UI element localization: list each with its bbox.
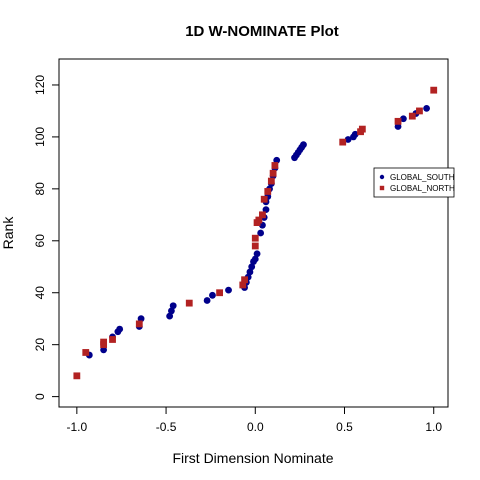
- point-global-north: [251, 242, 259, 250]
- point-global-north: [259, 211, 266, 219]
- point-global-south: [169, 302, 177, 310]
- point-global-north: [239, 281, 247, 289]
- y-axis-label: Rank: [0, 216, 16, 250]
- chart-title: 1D W-NOMINATE Plot: [185, 23, 339, 40]
- point-global-south: [168, 307, 175, 315]
- legend-label-south: GLOBAL_SOUTH: [390, 173, 455, 182]
- point-global-north: [430, 86, 438, 94]
- x-axis: -1.0 -0.5 0.0 0.5 1.0: [67, 406, 442, 434]
- point-global-north: [260, 195, 268, 203]
- y-tick-label: 0: [33, 393, 47, 400]
- point-global-south: [394, 123, 402, 130]
- point-global-south: [251, 255, 259, 263]
- x-tick-label: 1.0: [425, 420, 442, 434]
- point-global-south: [100, 346, 108, 354]
- point-global-south: [166, 312, 174, 320]
- point-global-north: [82, 349, 90, 356]
- point-global-south: [423, 104, 430, 112]
- point-global-south: [137, 315, 145, 323]
- legend-label-north: GLOBAL_NORTH: [390, 184, 455, 193]
- point-global-north: [100, 338, 108, 346]
- legend: GLOBAL_SOUTH GLOBAL_NORTH: [373, 167, 455, 198]
- point-global-north: [339, 138, 347, 146]
- y-tick-label: 20: [33, 338, 47, 352]
- legend-box: [373, 167, 455, 198]
- point-global-north: [416, 107, 423, 115]
- point-global-north: [73, 372, 81, 380]
- point-global-south: [209, 291, 216, 299]
- point-global-south: [253, 250, 261, 258]
- x-tick-label: 0.0: [247, 420, 264, 434]
- point-global-north: [271, 162, 279, 169]
- y-tick-label: 40: [33, 286, 47, 300]
- point-global-south: [351, 130, 359, 138]
- point-global-south: [225, 286, 232, 294]
- point-global-north: [251, 234, 259, 242]
- point-global-south: [344, 136, 352, 143]
- x-axis-label: First Dimension Nominate: [172, 450, 333, 466]
- point-global-north: [358, 125, 366, 133]
- y-tick-label: 100: [33, 127, 47, 147]
- point-global-north: [408, 112, 416, 120]
- point-global-south: [203, 297, 211, 304]
- y-axis: 0 20 40 60 80 100 120: [33, 75, 60, 400]
- point-global-south: [273, 156, 281, 164]
- x-tick-label: 0.5: [336, 420, 353, 434]
- plot-frame: [58, 58, 449, 408]
- y-tick-label: 60: [33, 234, 47, 248]
- x-tick-label: -0.5: [156, 420, 177, 434]
- point-global-north: [135, 320, 143, 328]
- point-global-south: [248, 263, 256, 271]
- data-points: [73, 86, 438, 380]
- point-global-north: [264, 188, 272, 195]
- point-global-north: [216, 289, 223, 297]
- y-tick-label: 120: [33, 75, 47, 95]
- point-global-north: [241, 276, 248, 284]
- legend-marker-north: [379, 185, 385, 191]
- point-global-north: [394, 117, 402, 125]
- point-global-south: [259, 221, 266, 229]
- point-global-north: [267, 177, 275, 185]
- point-global-south: [116, 325, 124, 333]
- point-global-south: [262, 206, 270, 214]
- point-global-south: [399, 115, 407, 123]
- point-global-south: [246, 268, 254, 276]
- y-tick-label: 80: [33, 182, 47, 196]
- point-global-south: [257, 229, 265, 237]
- point-global-north: [269, 169, 277, 177]
- point-global-north: [109, 336, 116, 343]
- point-global-south: [300, 141, 307, 149]
- point-global-north: [255, 216, 263, 224]
- point-global-north: [185, 299, 193, 307]
- x-tick-label: -1.0: [67, 420, 88, 434]
- legend-marker-south: [379, 174, 385, 180]
